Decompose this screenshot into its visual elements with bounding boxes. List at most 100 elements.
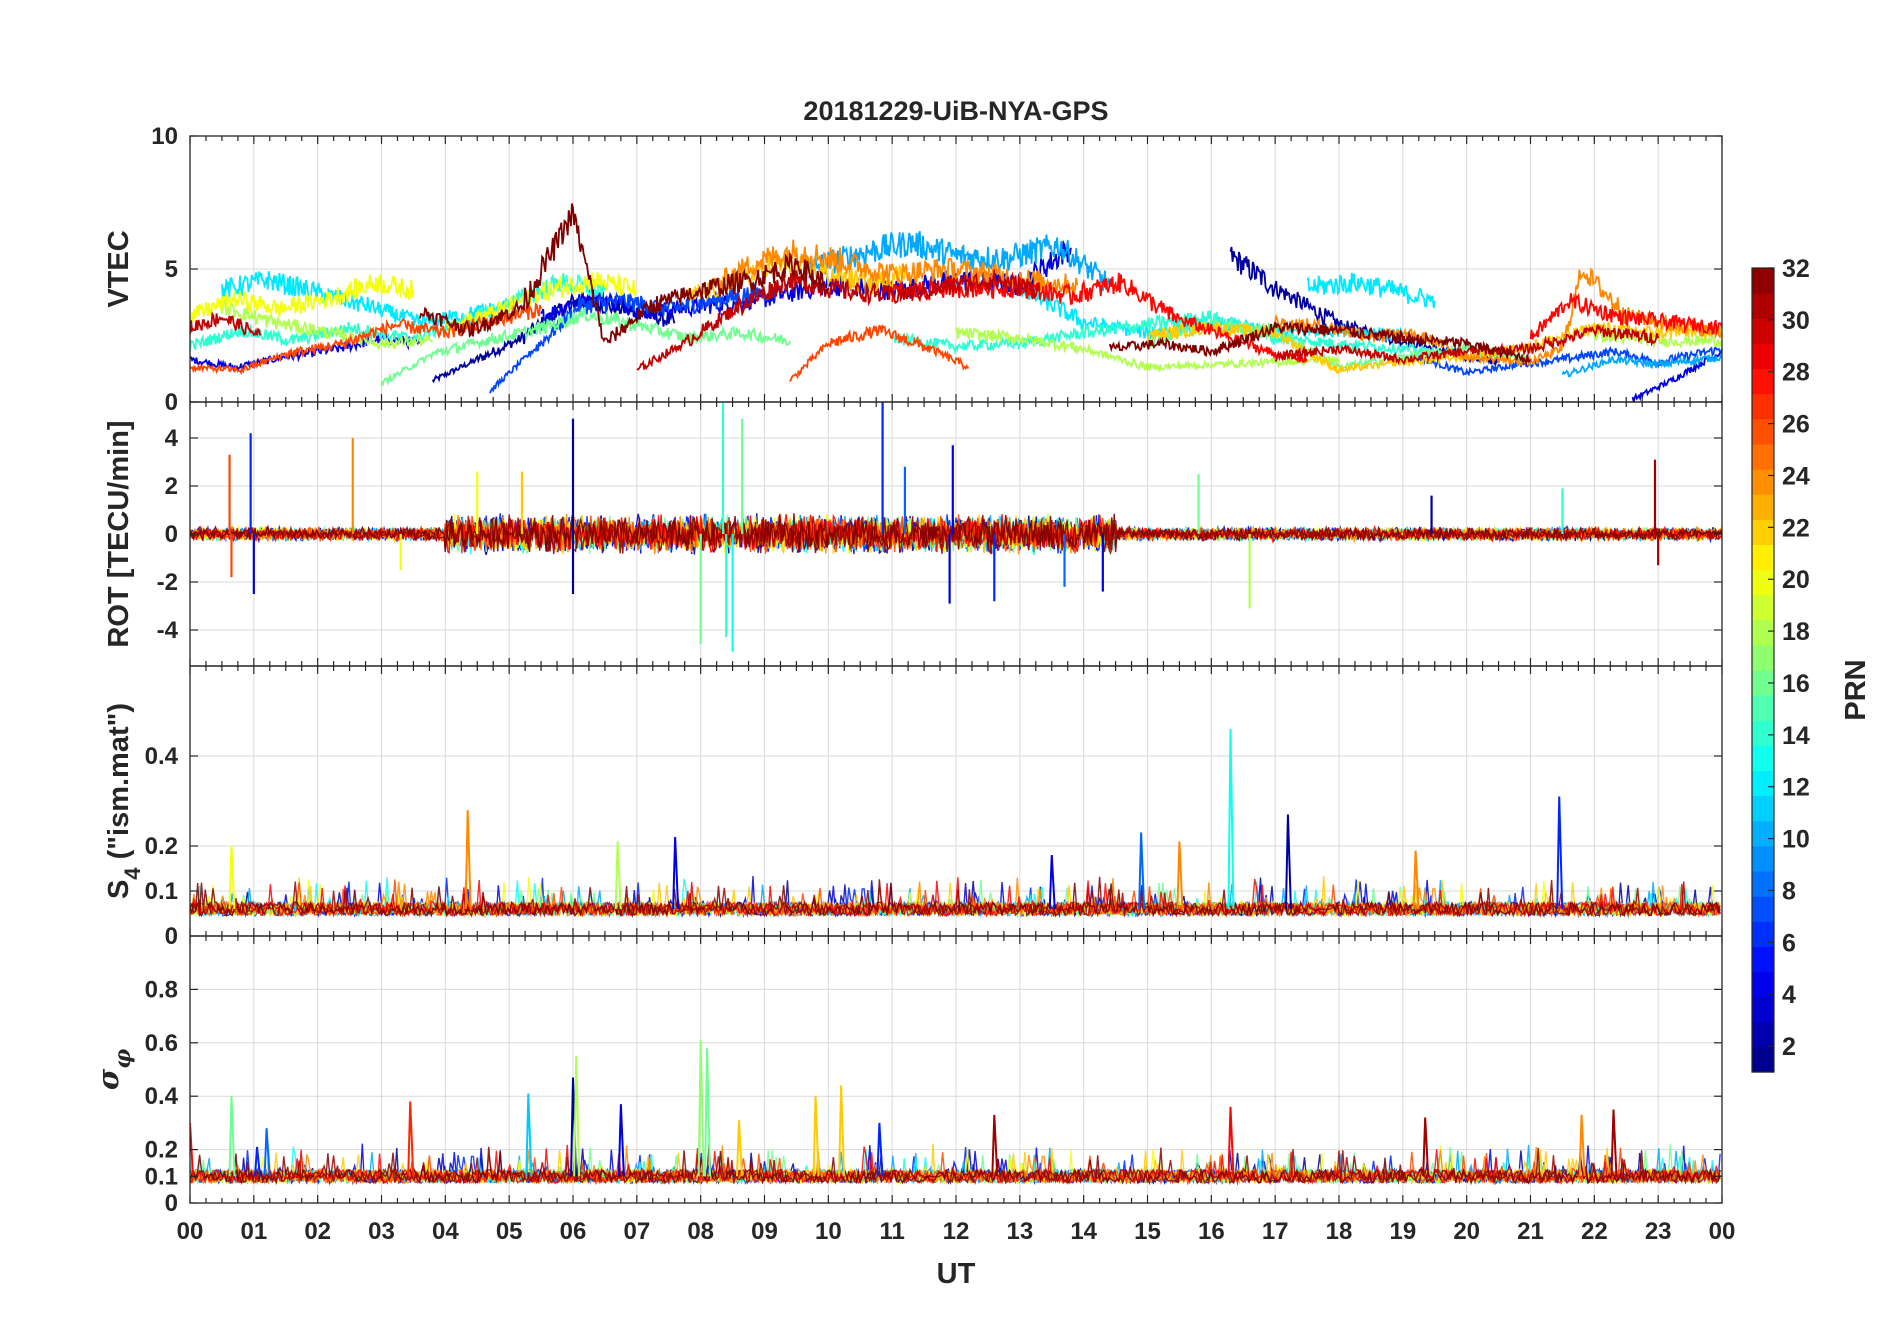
vtec-line-prn-7-0 — [489, 281, 779, 394]
x-tick-label: 18 — [1326, 1218, 1353, 1245]
series-rot — [190, 402, 1722, 652]
x-axis-label: UT — [937, 1258, 976, 1290]
ytick-label: 2 — [165, 473, 178, 500]
x-tick-label: 16 — [1198, 1218, 1225, 1245]
colorbar-step — [1752, 996, 1774, 1023]
colorbar-step — [1752, 443, 1774, 470]
vtec-line-prn-32-1 — [1108, 320, 1532, 366]
vtec-line-prn-12-2 — [1306, 272, 1436, 309]
s4-spike-0 — [228, 845, 236, 910]
sigma_phi-spike-15 — [991, 1114, 999, 1177]
s4-spike-8 — [1412, 850, 1420, 910]
ytick-label: 0.6 — [145, 1030, 178, 1057]
colorbar-step — [1752, 268, 1774, 294]
colorbar-tick-label: 4 — [1782, 981, 1796, 1009]
colorbar-step — [1752, 393, 1774, 420]
colorbar-tick-label: 28 — [1782, 359, 1810, 387]
sigma_phi-spike-7 — [573, 1056, 581, 1177]
sigma_phi-spike-12 — [812, 1096, 820, 1177]
x-axis: 00 01 02 03 04 05 06 07 08 09 10 11 12 13 14 15 16 17 18 19… — [177, 1218, 1736, 1245]
ytick-label: 0.1 — [145, 878, 178, 905]
colorbar-step — [1752, 845, 1774, 872]
ylabel-main: σ — [91, 1068, 125, 1090]
ytick-label: 0 — [165, 1190, 178, 1217]
x-tick-label: 04 — [432, 1218, 459, 1245]
vtec-line-prn-7-1 — [1414, 346, 1722, 377]
vtec-line-prn-28-0 — [891, 272, 1308, 364]
x-tick-label: 02 — [304, 1218, 331, 1245]
s4-spike-1 — [464, 809, 472, 910]
chart-title: 20181229-UiB-NYA-GPS — [803, 96, 1108, 126]
x-tick-label: 21 — [1517, 1218, 1544, 1245]
x-tick-label: 00 — [1709, 1218, 1736, 1245]
colorbar-step — [1752, 619, 1774, 646]
x-tick-label: 19 — [1389, 1218, 1416, 1245]
colorbar-tick-label: 2 — [1782, 1033, 1796, 1061]
sigma_phi-spike-17 — [1422, 1117, 1430, 1177]
colorbar-tick-label: 18 — [1782, 618, 1810, 646]
ytick-label: -4 — [157, 617, 179, 644]
ytick-label: 4 — [165, 425, 179, 452]
colorbar-step — [1752, 795, 1774, 822]
ylabel-sub: 4 — [120, 867, 145, 880]
colorbar-step — [1752, 1021, 1774, 1048]
colorbar-tick-label: 6 — [1782, 929, 1796, 957]
colorbar-tick-label: 14 — [1782, 722, 1810, 750]
series-s4 — [190, 728, 1721, 919]
x-tick-label: 01 — [240, 1218, 267, 1245]
x-tick-label: 20 — [1453, 1218, 1480, 1245]
vtec-line-prn-10-1 — [1561, 353, 1722, 378]
colorbar-tick-label: 12 — [1782, 774, 1810, 802]
x-tick-label: 06 — [560, 1218, 587, 1245]
vtec-line-prn-16-0 — [380, 306, 791, 387]
colorbar-step — [1752, 720, 1774, 746]
ytick-label: 0 — [165, 389, 178, 416]
x-tick-label: 22 — [1581, 1218, 1608, 1245]
ytick-label: 5 — [165, 256, 178, 283]
colorbar-step — [1752, 569, 1774, 596]
s4-spike-3 — [672, 836, 680, 910]
x-tick-label: 11 — [879, 1218, 904, 1245]
sigma_phi-spike-13 — [838, 1085, 846, 1177]
vtec-line-prn-10-0 — [808, 230, 1111, 292]
ytick-label: 0.4 — [145, 1083, 179, 1110]
colorbar-tick-label: 30 — [1782, 307, 1810, 335]
vtec-line-prn-28-1 — [1529, 292, 1722, 340]
sigma_phi-spike-18 — [1578, 1114, 1586, 1177]
sigma_phi-spike-11 — [735, 1120, 743, 1177]
colorbar-step — [1752, 896, 1774, 922]
s4-spike-2 — [614, 841, 622, 910]
sigma_phi-spike-19 — [1610, 1109, 1618, 1177]
colorbar-step — [1752, 644, 1774, 671]
sigma_phi-spike-14 — [876, 1122, 884, 1177]
vtec-line-prn-30-0 — [190, 311, 262, 336]
colorbar-step — [1752, 670, 1774, 696]
y-axis-label-s4: S4 ("ism.mat") — [103, 703, 145, 899]
colorbar-step — [1752, 594, 1774, 621]
colorbar-label: PRN — [1840, 659, 1872, 720]
ytick-label: 0.1 — [145, 1163, 178, 1190]
s4-spike-4 — [1138, 832, 1146, 910]
sigma_phi-spike-0 — [190, 1122, 194, 1177]
sigma_phi-spike-16 — [1227, 1106, 1235, 1177]
colorbar-step — [1752, 368, 1774, 395]
s4-spike-9 — [1556, 796, 1564, 910]
colorbar-step — [1752, 343, 1774, 370]
s4-spike-5 — [1176, 841, 1184, 910]
x-tick-label: 12 — [943, 1218, 970, 1245]
colorbar-step — [1752, 494, 1774, 520]
colorbar-step — [1752, 820, 1774, 847]
colorbar-tick-label: 22 — [1782, 514, 1810, 542]
sigma_phi-spike-9 — [697, 1040, 705, 1177]
ytick-label: -2 — [157, 569, 178, 596]
ytick-label: 0.2 — [145, 833, 178, 860]
colorbar-step — [1752, 1046, 1774, 1073]
ytick-label: 0 — [165, 923, 178, 950]
colorbar-tick-label: 26 — [1782, 411, 1810, 439]
colorbar-step — [1752, 469, 1774, 495]
vtec-line-prn-16-1 — [1146, 319, 1532, 372]
x-tick-label: 03 — [368, 1218, 395, 1245]
ytick-label: 0.8 — [145, 976, 178, 1003]
colorbar-tick-label: 10 — [1782, 826, 1810, 854]
